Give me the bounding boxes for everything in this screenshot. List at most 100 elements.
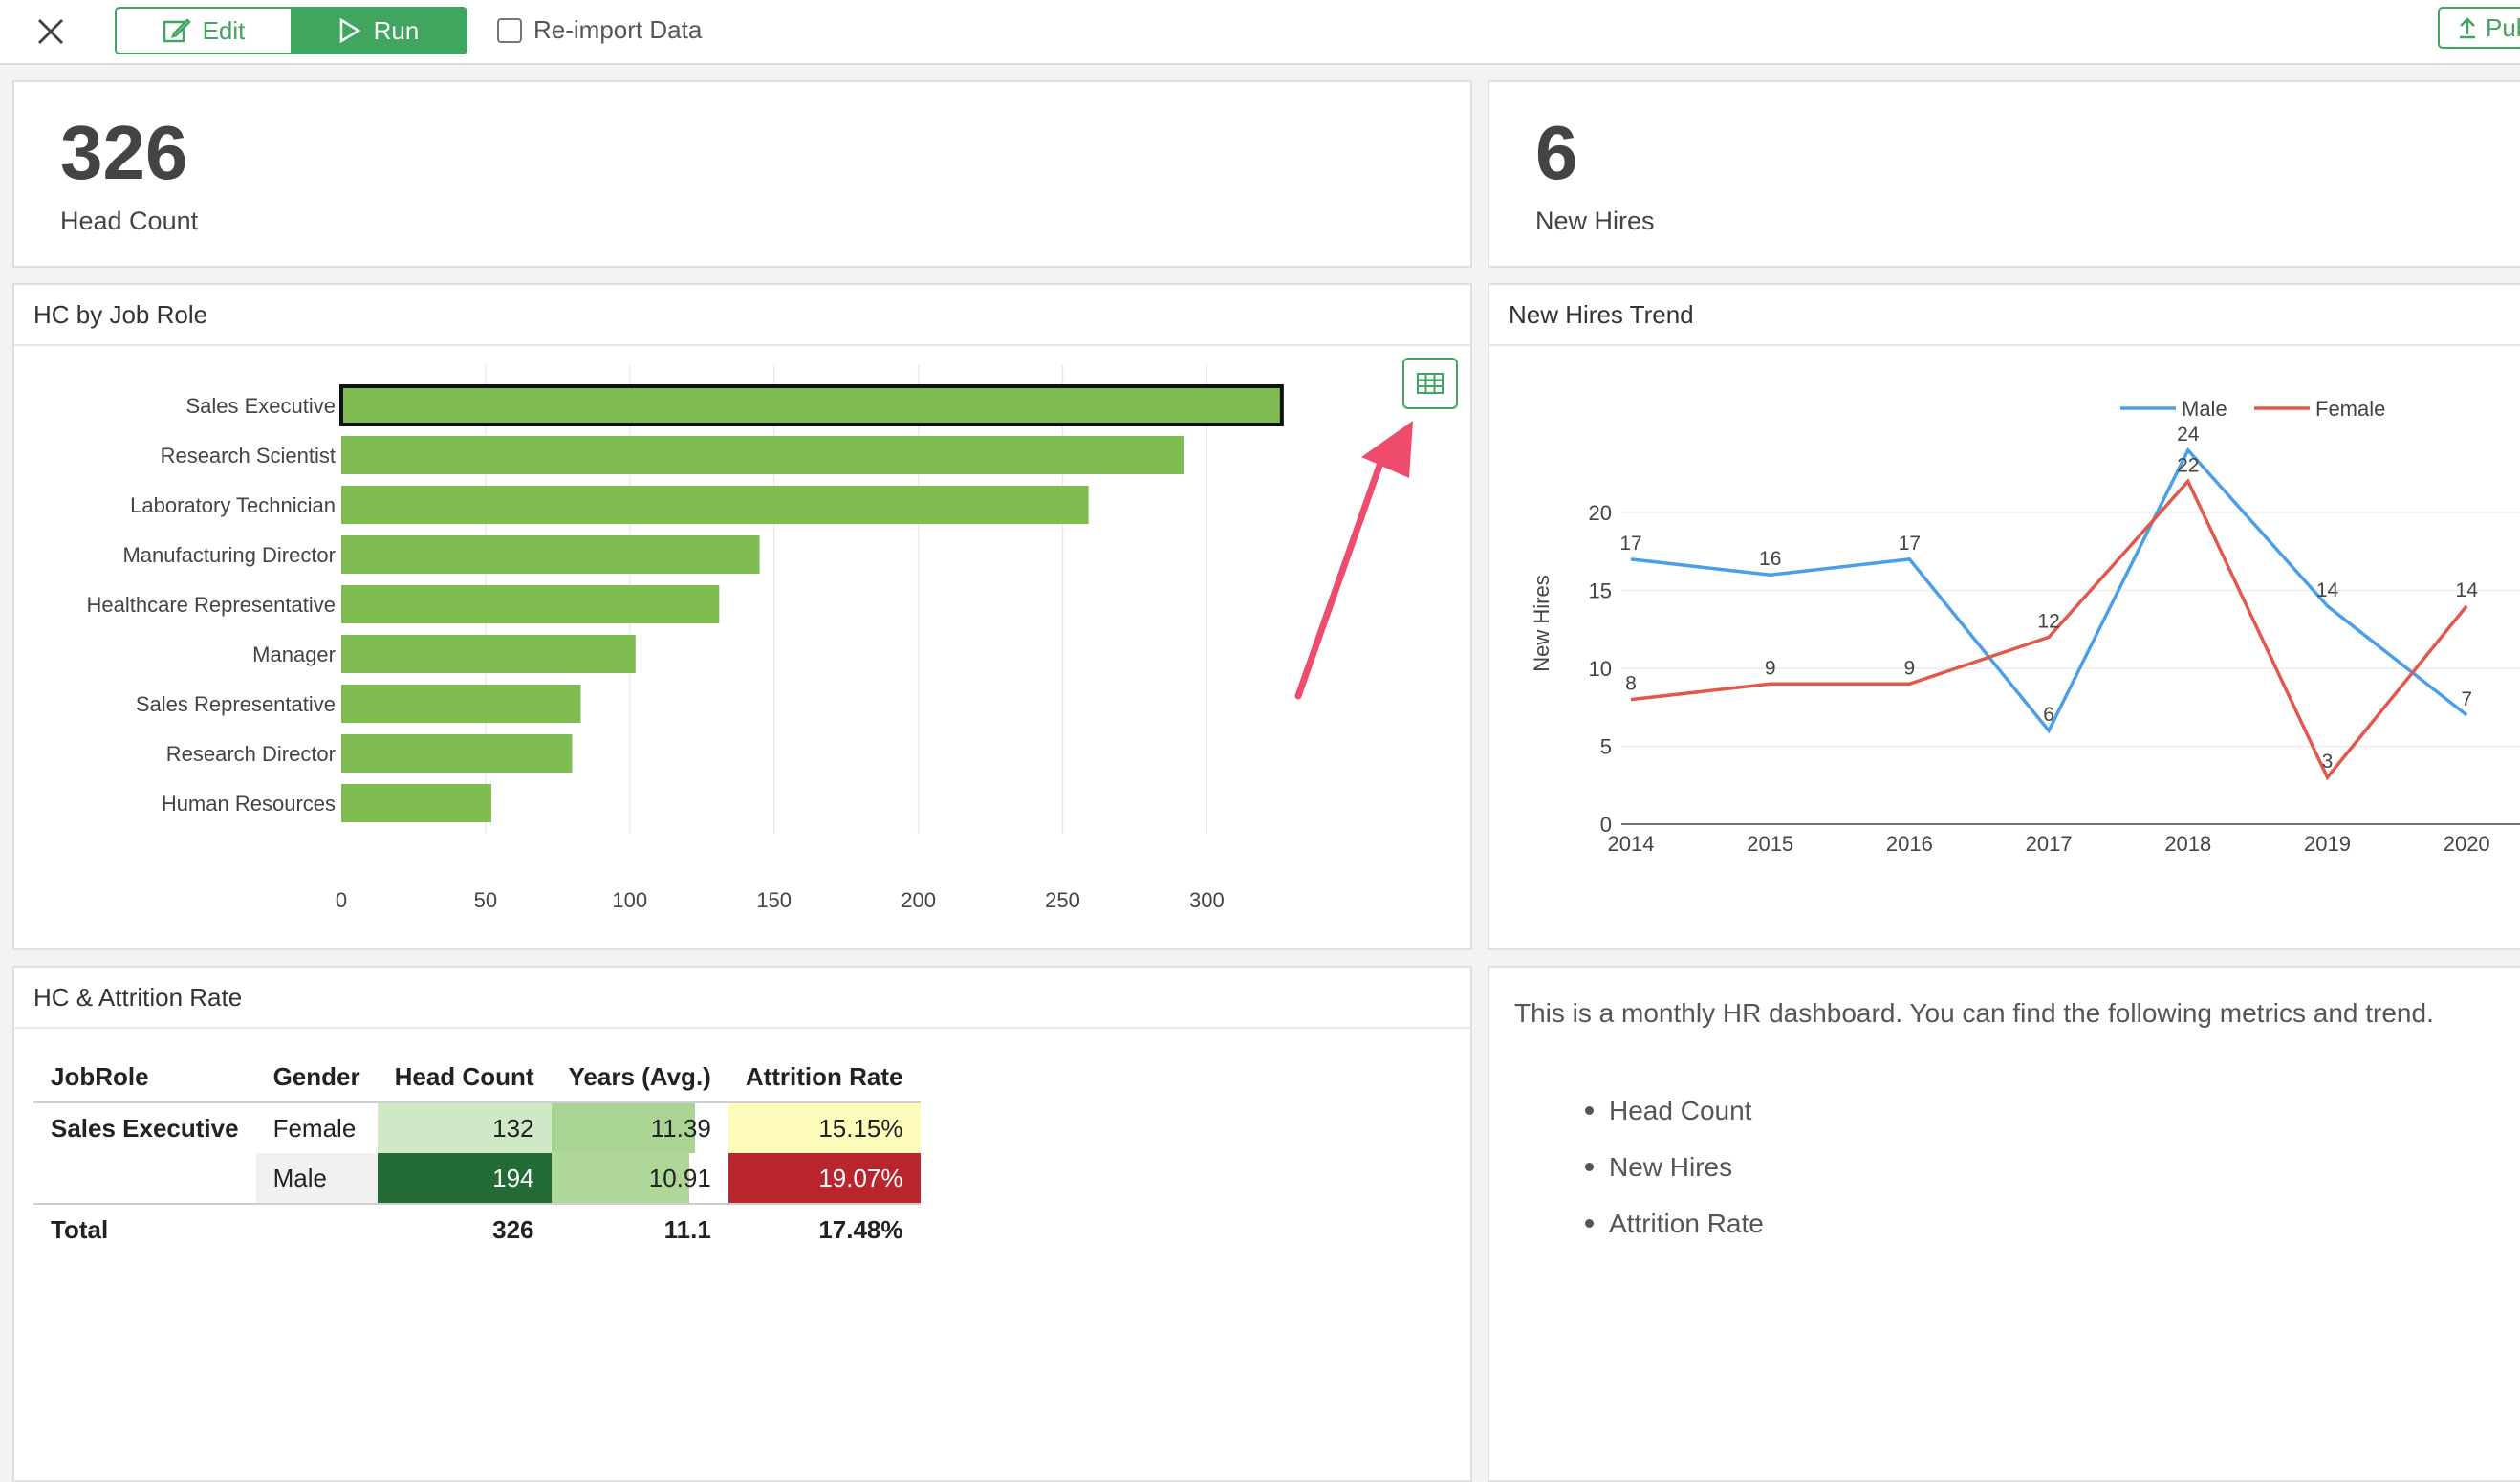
x-tick-label: 0 <box>336 888 347 912</box>
publish-button[interactable]: Pub <box>2438 7 2520 49</box>
series-line <box>1630 478 2468 781</box>
data-label: 22 <box>2177 454 2199 476</box>
legend-label: Female <box>2315 397 2385 421</box>
y-tick-label: 10 <box>1589 657 1612 681</box>
x-tick-label: 50 <box>474 888 497 912</box>
play-icon <box>339 17 361 44</box>
col-header-attrition: Attrition Rate <box>745 1061 903 1091</box>
bar <box>341 734 573 773</box>
kpi-value: 326 <box>60 110 188 195</box>
attrition-cell: 15.15% <box>728 1102 921 1153</box>
data-label: 7 <box>2461 688 2472 710</box>
edit-run-toggle: Edit Run <box>115 7 467 54</box>
x-tick-label: 2015 <box>1747 832 1793 856</box>
edit-button[interactable]: Edit <box>117 9 291 53</box>
y-tick-label: Sales Executive <box>185 394 336 418</box>
x-tick-label: 2014 <box>1608 832 1655 856</box>
gender-cell: Male <box>255 1153 378 1204</box>
data-label: 12 <box>2037 610 2059 632</box>
jobrole-cell: Sales Executive <box>51 1113 239 1143</box>
col-header-gender: Gender <box>272 1061 360 1091</box>
bullet <box>1585 1219 1594 1228</box>
description-text: This is a monthly HR dashboard. You can … <box>1514 998 2434 1028</box>
total-label: Total <box>51 1214 109 1244</box>
bar <box>341 685 581 723</box>
y-tick-label: Manager <box>252 643 336 666</box>
reimport-checkbox[interactable]: Re-import Data <box>497 15 702 45</box>
list-item: Attrition Rate <box>1585 1195 1764 1252</box>
bar <box>341 585 720 623</box>
y-tick-label: Manufacturing Director <box>122 543 336 567</box>
x-tick-label: 150 <box>756 888 792 912</box>
metrics-list: Head Count New Hires Attrition Rate <box>1585 1082 1764 1252</box>
y-tick-label: Healthcare Representative <box>87 593 336 617</box>
new-hires-line-chart: 0 5 10 15 20 2014 2015 2016 2017 2018 2019 2020 New … <box>1530 397 2520 856</box>
description-card: This is a monthly HR dashboard. You can … <box>1488 966 2520 1482</box>
run-button[interactable]: Run <box>291 9 466 53</box>
x-tick-label: 2018 <box>2164 832 2211 856</box>
top-toolbar: Edit Run Re-import Data Pub <box>0 0 2520 65</box>
table-row: Sales Executive Female 132 11.39 15.15% <box>33 1102 921 1153</box>
new-hires-trend-card: New Hires Trend 0 5 10 15 20 2014 2015 2016 2017… <box>1488 283 2520 950</box>
card-title: HC & Attrition Rate <box>14 968 1470 1029</box>
attrition-cell: 19.07% <box>728 1153 921 1204</box>
y-tick-label: Human Resources <box>162 792 336 816</box>
list-item-label: Head Count <box>1609 1095 1752 1125</box>
bullet <box>1585 1163 1594 1171</box>
data-label: 14 <box>2456 579 2479 601</box>
run-label: Run <box>373 15 420 45</box>
table-total-row: Total 326 11.1 17.48% <box>33 1204 921 1254</box>
legend-label: Male <box>2182 397 2227 421</box>
list-item-label: New Hires <box>1609 1151 1733 1182</box>
new-hires-kpi-card: 6 New Hires <box>1488 80 2520 268</box>
card-title: HC by Job Role <box>14 285 1470 346</box>
bar <box>341 784 491 822</box>
data-label: 17 <box>1619 533 1641 555</box>
x-tick-label: 250 <box>1045 888 1080 912</box>
data-label: 16 <box>1759 548 1781 570</box>
card-title: New Hires Trend <box>1489 285 2520 346</box>
y-tick-label: Research Director <box>166 742 336 766</box>
publish-label: Pub <box>2486 12 2520 42</box>
data-label: 6 <box>2043 704 2054 726</box>
total-attrition: 17.48% <box>818 1214 903 1244</box>
data-label: 14 <box>2316 579 2339 601</box>
data-label: 9 <box>1765 657 1776 679</box>
x-tick-label: 300 <box>1189 888 1225 912</box>
headcount-cell: 194 <box>377 1153 552 1204</box>
col-header-headcount: Head Count <box>394 1061 534 1091</box>
list-item-label: Attrition Rate <box>1609 1208 1764 1238</box>
x-tick-label: 2017 <box>2026 832 2073 856</box>
x-tick-label: 2016 <box>1886 832 1933 856</box>
checkbox-box[interactable] <box>497 17 522 43</box>
attrition-table-card: HC & Attrition Rate JobRole Gender Head … <box>12 966 1472 1482</box>
table-header-row: JobRole Gender Head Count Years (Avg.) A… <box>33 1052 921 1102</box>
upload-icon <box>2460 17 2475 39</box>
col-header-years: Years (Avg.) <box>568 1061 711 1091</box>
table-view-button[interactable] <box>1402 358 1458 409</box>
total-headcount: 326 <box>492 1214 534 1244</box>
data-label: 9 <box>1904 657 1916 679</box>
total-years: 11.1 <box>663 1214 711 1244</box>
headcount-cell: 132 <box>377 1102 552 1153</box>
attrition-pivot-table: JobRole Gender Head Count Years (Avg.) A… <box>33 1052 921 1254</box>
bullet <box>1585 1106 1594 1115</box>
job-role-chart-card: HC by Job Role 0 50 100 150 200 250 300 Sales E… <box>12 283 1472 950</box>
x-tick-label: 2019 <box>2304 832 2351 856</box>
table-row: Male 194 10.91 19.07% <box>33 1153 921 1204</box>
edit-icon <box>163 18 191 43</box>
y-tick-label: Research Scientist <box>161 444 336 468</box>
head-count-kpi-card: 326 Head Count <box>12 80 1472 268</box>
empty-cell <box>256 1204 378 1254</box>
y-tick-label: 5 <box>1600 735 1612 759</box>
kpi-value: 6 <box>1535 110 1578 195</box>
bar <box>341 436 1184 474</box>
y-axis-title: New Hires <box>1530 575 1553 671</box>
y-tick-label: Laboratory Technician <box>130 493 336 517</box>
close-icon[interactable] <box>34 13 67 48</box>
gender-cell: Female <box>272 1113 357 1143</box>
x-tick-label: 200 <box>901 888 936 912</box>
x-tick-label: 2020 <box>2444 832 2490 856</box>
series-line <box>1630 447 2468 734</box>
bar <box>341 486 1089 524</box>
